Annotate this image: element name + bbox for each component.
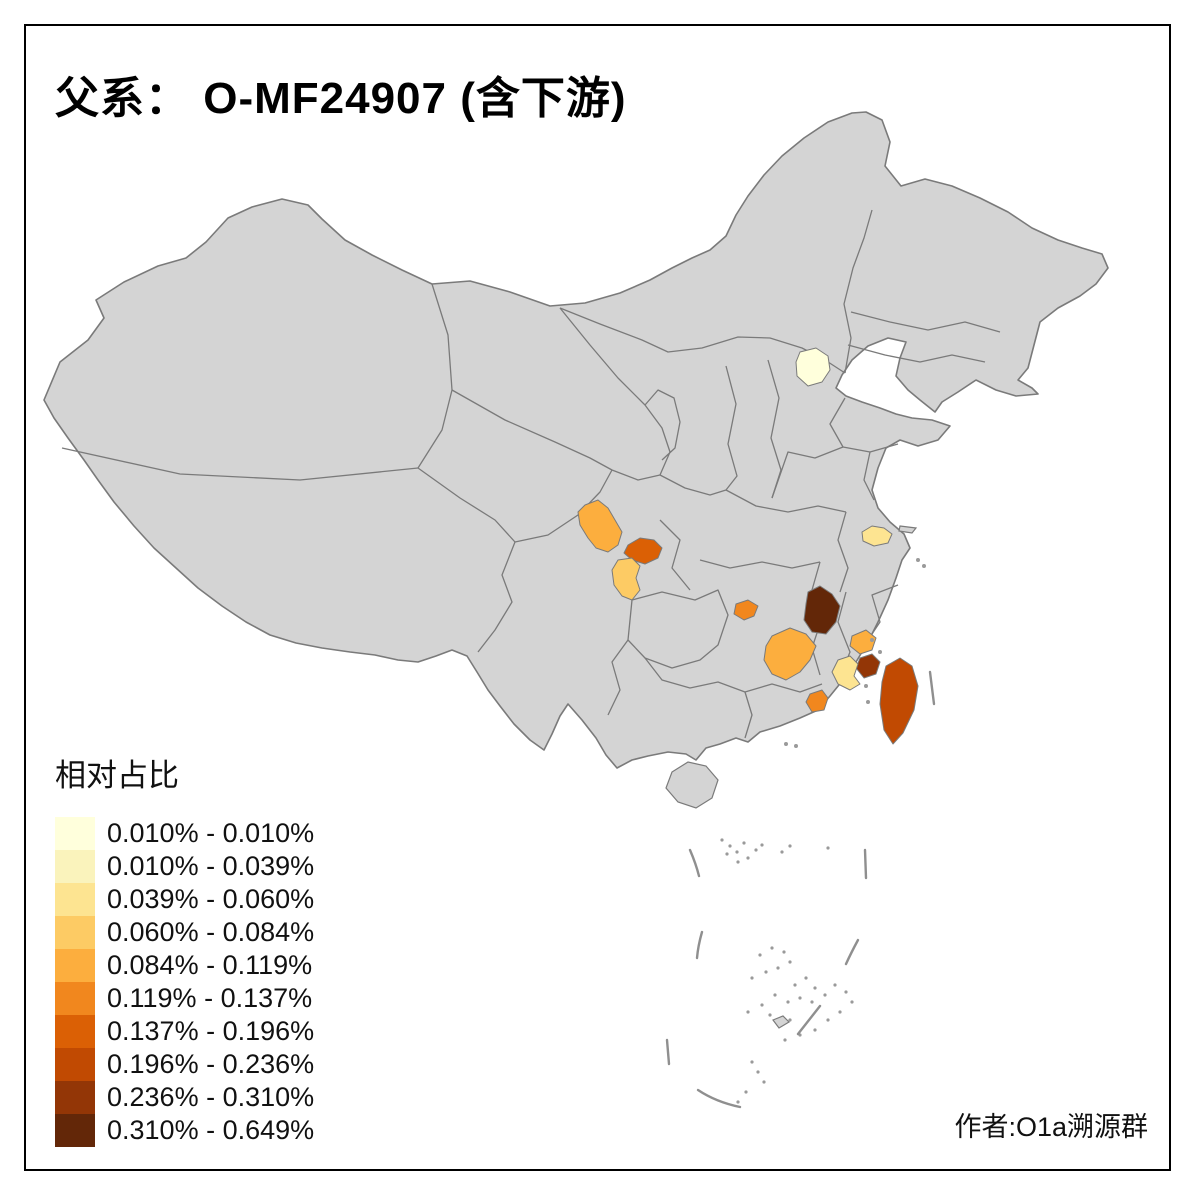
- legend-row: 0.119% - 0.137%: [55, 982, 314, 1015]
- legend-swatch: [55, 982, 95, 1015]
- legend-row: 0.196% - 0.236%: [55, 1048, 314, 1081]
- legend-title: 相对占比: [55, 758, 179, 793]
- legend-row: 0.060% - 0.084%: [55, 916, 314, 949]
- legend-label: 0.010% - 0.010%: [107, 818, 315, 848]
- legend-swatch: [55, 916, 95, 949]
- hainan-island: [665, 761, 719, 809]
- region-beijing: [795, 347, 831, 387]
- legend: 相对占比 0.010% - 0.010% 0.010% - 0.039% 0.0…: [55, 750, 314, 1147]
- legend-swatch: [55, 883, 95, 916]
- legend-label: 0.084% - 0.119%: [107, 950, 313, 980]
- legend-row: 0.084% - 0.119%: [55, 949, 314, 982]
- legend-row: 0.010% - 0.010%: [55, 817, 314, 850]
- region-suzhou: [861, 525, 893, 547]
- legend-row: 0.010% - 0.039%: [55, 850, 314, 883]
- legend-label: 0.236% - 0.310%: [107, 1082, 315, 1112]
- legend-row: 0.236% - 0.310%: [55, 1081, 314, 1114]
- legend-label: 0.196% - 0.236%: [107, 1049, 315, 1079]
- legend-label: 0.310% - 0.649%: [107, 1115, 315, 1145]
- legend-label: 0.039% - 0.060%: [107, 884, 315, 914]
- region-taiwan: [879, 657, 919, 745]
- legend-label: 0.137% - 0.196%: [107, 1016, 315, 1046]
- legend-swatch: [55, 1081, 95, 1114]
- legend-swatch: [55, 817, 95, 850]
- legend-label: 0.010% - 0.039%: [107, 851, 315, 881]
- region-xiamen: [855, 653, 881, 679]
- chongming-island: [898, 525, 918, 534]
- nine-dash-line: [665, 670, 936, 1109]
- legend-swatch: [55, 1048, 95, 1081]
- region-nw-jiangxi: [803, 585, 841, 635]
- region-quanzhou: [849, 629, 877, 655]
- legend-label: 0.119% - 0.137%: [107, 983, 313, 1013]
- legend-swatch: [55, 1015, 95, 1048]
- islands: [665, 525, 918, 1029]
- region-se-hunan: [763, 627, 817, 681]
- mainland-china-shape: [43, 111, 1109, 769]
- legend-label: 0.060% - 0.084%: [107, 917, 315, 947]
- province-borders: [61, 209, 1001, 739]
- region-south-sichuan: [611, 557, 641, 601]
- figure-title: 父系： O-MF24907 (含下游): [55, 74, 627, 123]
- region-zhangzhou: [831, 655, 861, 691]
- region-central-hunan: [733, 599, 759, 621]
- attribution-text: 作者:O1a溯源群: [954, 1112, 1148, 1142]
- region-chengdu: [577, 499, 623, 553]
- legend-swatch: [55, 949, 95, 982]
- region-chaoshan: [805, 689, 829, 713]
- legend-row: 0.310% - 0.649%: [55, 1114, 314, 1147]
- legend-row: 0.039% - 0.060%: [55, 883, 314, 916]
- legend-swatch: [55, 1114, 95, 1147]
- region-chongqing: [623, 537, 663, 565]
- sea-island-dots: [720, 558, 926, 1104]
- legend-swatch: [55, 850, 95, 883]
- dongsha-sliver: [772, 1015, 790, 1029]
- legend-row: 0.137% - 0.196%: [55, 1015, 314, 1048]
- choropleth-regions: [577, 347, 919, 745]
